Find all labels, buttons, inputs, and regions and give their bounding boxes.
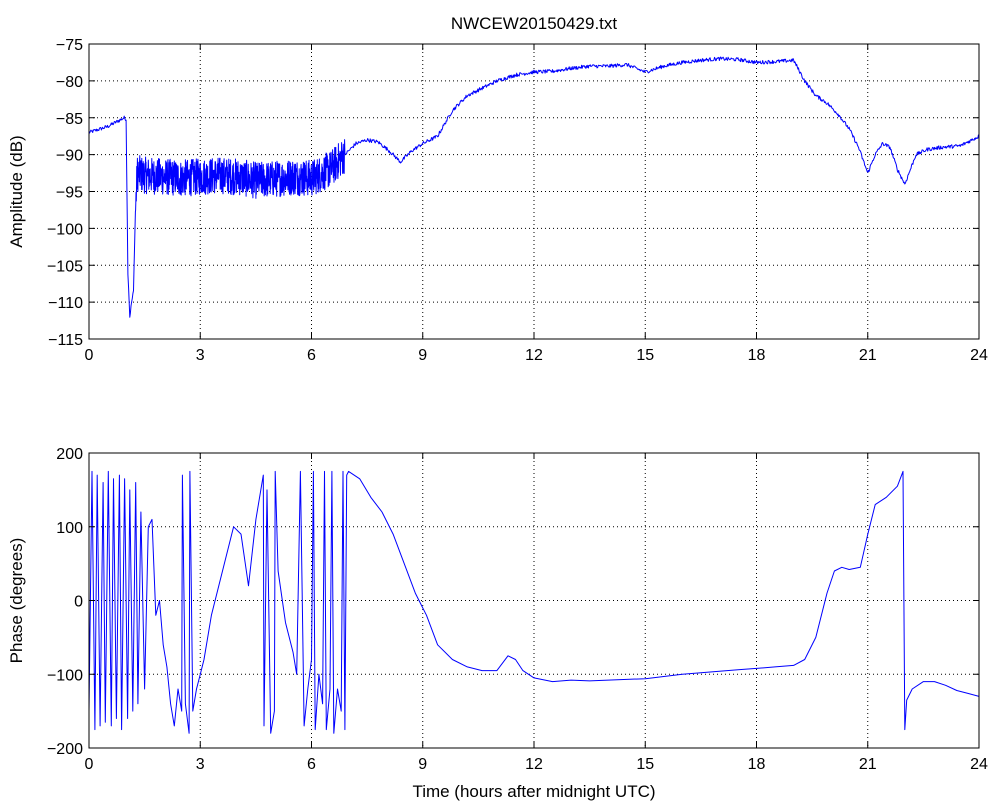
amplitude-x-tick-label: 3 (196, 347, 205, 364)
phase-y-tick-label: −200 (47, 741, 83, 758)
amplitude-y-tick-label: −95 (56, 185, 83, 202)
phase-x-tick-label: 6 (307, 756, 316, 773)
phase-y-tick-label: 0 (74, 594, 83, 611)
amplitude-y-tick-label: −80 (56, 74, 83, 91)
phase-series-line (88, 470, 980, 734)
amplitude-y-tick-label: −110 (48, 295, 83, 312)
amplitude-x-tick-label: 18 (748, 347, 766, 364)
amplitude-x-tick-label: 6 (307, 347, 316, 364)
phase-x-tick-label: 3 (196, 756, 205, 773)
amplitude-y-tick-label: −90 (56, 148, 83, 165)
phase-x-tick-label: 21 (859, 756, 877, 773)
amplitude-y-tick-label: −100 (47, 221, 83, 238)
phase-x-tick-label: 9 (418, 756, 427, 773)
phase-x-tick-label: 24 (970, 756, 988, 773)
phase-x-axis-label: Time (hours after midnight UTC) (412, 782, 655, 801)
amplitude-x-tick-label: 0 (85, 347, 94, 364)
amplitude-x-tick-label: 9 (418, 347, 427, 364)
phase-y-tick-label: −100 (47, 667, 83, 684)
phase-panel: 0 3 6 9 12 15 18 21 24 −200 −100 0 100 200 Time (hours… (7, 446, 988, 801)
amplitude-y-tick-label: −115 (48, 332, 83, 349)
amplitude-x-tick-label: 15 (636, 347, 654, 364)
phase-x-tick-label: 18 (748, 756, 766, 773)
phase-y-tick-label: 100 (56, 520, 83, 537)
amplitude-y-tick-label: −75 (56, 37, 83, 54)
amplitude-panel: 0 3 6 9 12 15 18 21 24 −115 −110 −105 −100 −95 −90 −85 −… (7, 14, 988, 364)
amplitude-title: NWCEW20150429.txt (451, 14, 618, 33)
amplitude-y-axis-label: Amplitude (dB) (7, 135, 26, 247)
phase-x-tick-label: 12 (525, 756, 543, 773)
amplitude-x-tick-label: 24 (970, 347, 988, 364)
amplitude-x-tick-label: 21 (859, 347, 877, 364)
phase-x-tick-label: 0 (85, 756, 94, 773)
phase-x-tick-label: 15 (636, 756, 654, 773)
amplitude-y-tick-label: −105 (47, 258, 83, 275)
phase-y-tick-label: 200 (56, 446, 83, 463)
amplitude-y-tick-label: −85 (56, 111, 83, 128)
phase-y-axis-label: Phase (degrees) (7, 538, 26, 664)
amplitude-series-line (88, 56, 980, 318)
amplitude-x-tick-label: 12 (525, 347, 543, 364)
